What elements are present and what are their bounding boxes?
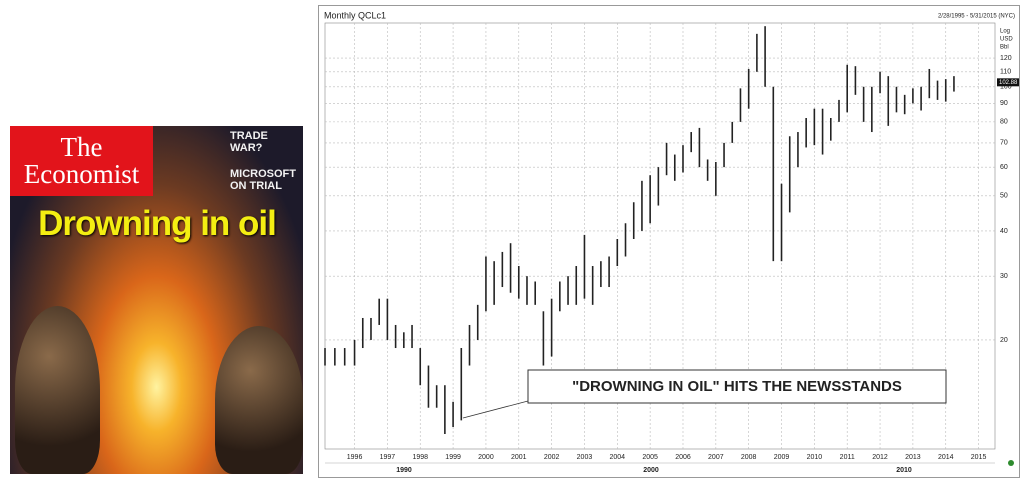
x-tick-label: 2003 xyxy=(577,454,593,461)
x-tick-label: 2004 xyxy=(610,454,626,461)
y-tick-label: 20 xyxy=(1000,337,1008,344)
chart: Monthly QCLc1 2/28/1995 - 5/31/2015 (NYC… xyxy=(318,5,1020,478)
x-tick-label: 2015 xyxy=(971,454,987,461)
x-tick-label: 1998 xyxy=(412,454,428,461)
y-axis-label: Bbl xyxy=(1000,45,1009,51)
x-tick-label: 2008 xyxy=(741,454,757,461)
x-tick-label: 2014 xyxy=(938,454,954,461)
annotation-box xyxy=(527,369,947,404)
cover-headline: Drowning in oil xyxy=(38,204,277,243)
chart-subtitle: 2/28/1995 - 5/31/2015 (NYC) xyxy=(938,14,1015,20)
y-tick-label: 80 xyxy=(1000,119,1008,126)
y-tick-label: 70 xyxy=(1000,140,1008,147)
era-label: 1990 xyxy=(396,467,412,474)
x-tick-label: 1999 xyxy=(445,454,461,461)
x-tick-label: 2012 xyxy=(872,454,888,461)
y-axis-label: USD xyxy=(1000,37,1013,43)
x-tick-label: 2009 xyxy=(774,454,790,461)
x-tick-label: 2005 xyxy=(642,454,658,461)
side-line: TRADE WAR? xyxy=(230,130,268,154)
x-tick-label: 2007 xyxy=(708,454,724,461)
y-tick-label: 100 xyxy=(1000,84,1012,91)
era-label: 2000 xyxy=(643,467,659,474)
y-tick-label: 120 xyxy=(1000,55,1012,62)
chart-frame xyxy=(318,5,1020,478)
cover-side-text: TRADE WAR? MICROSOFT ON TRIAL xyxy=(230,130,300,192)
x-tick-label: 2001 xyxy=(511,454,527,461)
era-label: 2010 xyxy=(896,467,912,474)
magazine-cover: The Economist TRADE WAR? MICROSOFT ON TR… xyxy=(10,126,303,474)
x-tick-label: 1996 xyxy=(347,454,363,461)
side-line: MICROSOFT ON TRIAL xyxy=(230,168,296,192)
x-tick-label: 2013 xyxy=(905,454,921,461)
cover-figure xyxy=(215,326,303,474)
y-tick-label: 40 xyxy=(1000,228,1008,235)
last-value-box xyxy=(997,78,1019,87)
status-dot xyxy=(1008,460,1014,466)
y-tick-label: 50 xyxy=(1000,193,1008,200)
y-tick-label: 90 xyxy=(1000,100,1008,107)
y-tick-label: 30 xyxy=(1000,273,1008,280)
plot-area xyxy=(324,22,996,450)
x-tick-label: 2000 xyxy=(478,454,494,461)
annotation-pointer xyxy=(462,400,529,419)
x-tick-label: 2011 xyxy=(840,454,855,461)
cover-figure xyxy=(15,306,100,474)
masthead-line: Economist xyxy=(23,159,140,189)
y-tick-label: 60 xyxy=(1000,164,1008,171)
annotation: "DROWNING IN OIL" HITS THE NEWSSTANDS xyxy=(572,378,902,395)
y-axis-label: Log xyxy=(1000,29,1010,35)
x-tick-label: 2006 xyxy=(675,454,691,461)
last-value-label: 102.88 xyxy=(999,80,1018,86)
chart-title: Monthly QCLc1 xyxy=(324,10,386,20)
x-tick-label: 2010 xyxy=(807,454,823,461)
masthead: The Economist xyxy=(10,126,153,196)
x-tick-label: 2002 xyxy=(544,454,560,461)
x-tick-label: 1997 xyxy=(380,454,396,461)
y-tick-label: 110 xyxy=(1000,69,1011,76)
masthead-line: The xyxy=(60,132,103,162)
